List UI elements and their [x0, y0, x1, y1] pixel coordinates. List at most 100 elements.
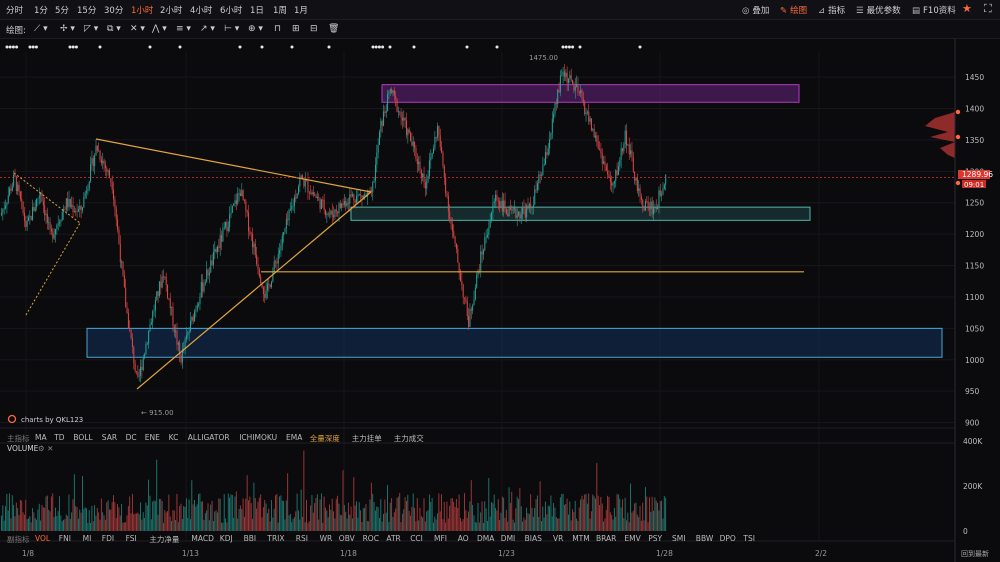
support-zone-upper[interactable] — [350, 206, 811, 221]
event-marker[interactable] — [11, 45, 15, 49]
reset-coordinates-label[interactable]: 回到最新 — [961, 549, 989, 558]
timeframe-tab[interactable]: 1分 — [34, 6, 48, 16]
indicator-tab[interactable]: VR — [553, 534, 564, 543]
event-marker[interactable] — [564, 45, 568, 49]
event-marker[interactable] — [377, 45, 381, 49]
event-marker[interactable] — [74, 45, 78, 49]
indicator-tab[interactable]: MI — [82, 534, 92, 543]
indicator-tab[interactable]: ENE — [144, 433, 160, 442]
event-marker[interactable] — [15, 45, 19, 49]
indicator-tab[interactable]: WR — [319, 534, 333, 543]
event-marker[interactable] — [567, 45, 571, 49]
indicator-tab[interactable]: 主力净量 — [149, 535, 180, 544]
event-marker[interactable] — [638, 45, 642, 49]
indicator-tab[interactable]: PSY — [648, 534, 663, 543]
event-marker[interactable] — [371, 45, 375, 49]
star-icon[interactable]: ★ — [962, 2, 972, 15]
overlay-button[interactable]: ◎ 叠加 — [742, 4, 769, 16]
timeframe-tab[interactable]: 1日 — [250, 6, 264, 16]
indicator-tab[interactable]: EMV — [624, 534, 641, 543]
event-marker[interactable] — [238, 45, 242, 49]
indicator-tab[interactable]: ROC — [362, 534, 379, 543]
eye-icon[interactable]: ⊕ ▾ — [248, 24, 263, 34]
event-marker[interactable] — [8, 45, 12, 49]
timeframe-tab[interactable]: 5分 — [55, 6, 69, 16]
indicator-tab[interactable]: 全量深度 — [309, 434, 340, 443]
event-marker[interactable] — [465, 45, 469, 49]
indicator-tab[interactable]: FDI — [101, 534, 115, 543]
indicator-tab[interactable]: FNI — [58, 534, 71, 543]
event-marker[interactable] — [5, 45, 9, 49]
indicator-tab[interactable]: RSI — [295, 534, 308, 543]
event-marker[interactable] — [381, 45, 385, 49]
triangle-upper-line[interactable] — [95, 138, 372, 193]
event-marker[interactable] — [561, 45, 565, 49]
support-zone-lower[interactable] — [86, 327, 943, 358]
timeframe-tab[interactable]: 1周 — [273, 6, 287, 16]
fib-icon[interactable]: ≡ ▾ — [176, 24, 191, 34]
event-marker[interactable] — [68, 45, 72, 49]
event-marker[interactable] — [148, 45, 152, 49]
indicator-tab[interactable]: MFI — [434, 534, 447, 543]
price-chart[interactable]: 1450140013501300125012001150110010501000… — [0, 39, 1000, 562]
indicator-tab[interactable]: 主力成交 — [393, 434, 424, 443]
timeframe-tab[interactable]: 1月 — [294, 6, 308, 16]
indicator-tab[interactable]: TRIX — [267, 534, 285, 543]
trash-icon[interactable]: 🗑 — [328, 24, 340, 34]
indicator-tab[interactable]: ICHIMOKU — [239, 433, 278, 442]
channel-icon[interactable]: ⧉ ▾ — [107, 24, 121, 34]
triangle-lower-line[interactable] — [136, 191, 372, 390]
trend-line-icon[interactable]: ⟋ ▾ — [34, 24, 48, 34]
timeframe-tab[interactable]: 1小时 — [131, 6, 154, 16]
indicator-tab[interactable]: FSI — [125, 534, 137, 543]
indicator-tab[interactable]: MACD — [191, 534, 214, 543]
timeframe-tab[interactable]: 15分 — [77, 6, 97, 16]
indicator-tab[interactable]: KC — [168, 433, 179, 442]
indicator-tab[interactable]: SMI — [672, 534, 686, 543]
indicator-tab[interactable]: DMA — [477, 534, 495, 543]
lock-icon[interactable]: ⊞ — [292, 24, 300, 34]
timeframe-tab[interactable]: 分时 — [6, 6, 24, 16]
indicator-button[interactable]: ⊿ 指标 — [818, 4, 845, 16]
indicator-tab[interactable]: TSI — [743, 534, 755, 543]
timeframe-tab[interactable]: 2小时 — [160, 6, 183, 16]
indicator-tab[interactable]: DMI — [500, 534, 516, 543]
arrow-icon[interactable]: ◸ ▾ — [84, 24, 99, 34]
indicator-tab[interactable]: SAR — [101, 433, 118, 442]
draw-button[interactable]: ✎ 绘图 — [780, 4, 807, 16]
indicator-tab[interactable]: AO — [457, 534, 469, 543]
event-marker[interactable] — [31, 45, 35, 49]
measure-icon[interactable]: ⊢ ▾ — [224, 24, 240, 34]
price-axis[interactable]: 1450140013501300125012001150110010501000… — [965, 73, 984, 427]
event-marker[interactable] — [28, 45, 32, 49]
indicator-tab[interactable]: TD — [54, 433, 65, 442]
layers-icon[interactable]: ⊟ — [310, 24, 318, 34]
event-marker[interactable] — [571, 45, 575, 49]
indicator-tab[interactable]: BRAR — [596, 534, 617, 543]
indicator-tab[interactable]: EMA — [286, 433, 303, 442]
wave-icon[interactable]: ↗ ▾ — [200, 24, 215, 34]
ray-icon[interactable]: ✢ ▾ — [60, 24, 75, 34]
event-marker[interactable] — [290, 45, 294, 49]
event-marker[interactable] — [34, 45, 38, 49]
event-marker[interactable] — [578, 45, 582, 49]
indicator-tab[interactable]: OBV — [338, 534, 355, 543]
timeframe-tab[interactable]: 6小时 — [220, 6, 243, 16]
event-marker[interactable] — [98, 45, 102, 49]
indicator-tab[interactable]: MTM — [572, 534, 590, 543]
event-marker[interactable] — [178, 45, 182, 49]
magnet-icon[interactable]: ⊓ — [274, 24, 282, 34]
indicator-tab[interactable]: BOLL — [73, 433, 93, 442]
event-marker[interactable] — [260, 45, 264, 49]
fullscreen-icon[interactable]: ⛶ — [984, 2, 992, 15]
dotted-wedge-upper[interactable] — [13, 172, 81, 224]
indicator-tab[interactable]: BBI — [243, 534, 257, 543]
indicator-tab[interactable]: KDJ — [219, 534, 233, 543]
f10-button[interactable]: ▤ F10资料 — [912, 4, 956, 16]
indicator-tab[interactable]: VOL — [35, 534, 51, 543]
event-marker[interactable] — [327, 45, 331, 49]
indicator-tab[interactable]: ATR — [386, 534, 401, 543]
indicator-tab[interactable]: ALLIGATOR — [187, 433, 230, 442]
indicator-tab[interactable]: DPO — [719, 534, 736, 543]
event-marker[interactable] — [388, 45, 392, 49]
